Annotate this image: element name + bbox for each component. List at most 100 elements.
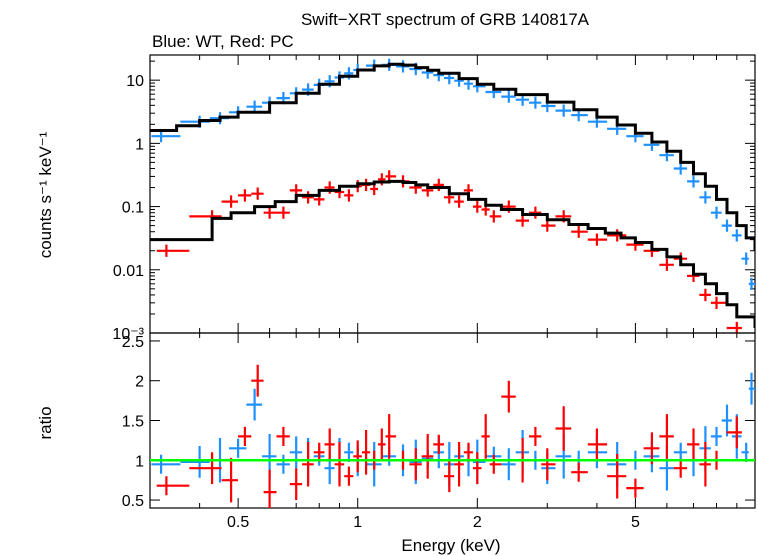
ratio-panel: 0.5 1 2 5 0.5 1 1.5 2 2.5 [122, 332, 756, 531]
ratio-data-point [221, 457, 238, 503]
spectrum-data-point [607, 229, 627, 242]
ratio-data-point [180, 446, 210, 478]
x-axis-label: Energy (keV) [401, 536, 500, 555]
spectrum-data-point [251, 187, 264, 200]
ratio-data-point [454, 442, 464, 487]
ratio-data-point [151, 454, 181, 474]
ratio-data-point [229, 438, 247, 458]
spectrum-data-point [731, 229, 742, 242]
spectrum-data-point [156, 244, 190, 257]
y-tick-label: 1 [135, 136, 144, 153]
ratio-y-tick-label: 2 [135, 374, 144, 391]
spectrum-data-point [501, 90, 516, 103]
spectrum-data-point [276, 206, 290, 219]
ratio-data-point [444, 460, 455, 493]
ratio-data-point [699, 442, 711, 487]
spectrum-data-point [302, 191, 314, 204]
ratio-data-point [156, 476, 190, 496]
ratio-data-point [748, 372, 755, 405]
bottom-panel-ylabel: ratio [36, 406, 55, 439]
chart-subtitle: Blue: WT, Red: PC [152, 32, 294, 51]
ratio-data-point [276, 426, 290, 446]
ratio-data-point [501, 448, 516, 481]
ratio-data-point [710, 426, 722, 446]
x-tick-label: 0.5 [227, 514, 249, 531]
spectrum-data-point [699, 288, 711, 302]
ratio-data-point [501, 380, 516, 413]
ratio-data-point [409, 448, 422, 481]
ratio-data-point [361, 430, 371, 475]
ratio-data-point [726, 416, 742, 449]
spectrum-data-point [246, 100, 263, 113]
x-tick-label: 5 [631, 514, 640, 531]
ratio-data-point [324, 428, 335, 461]
ratio-data-point [659, 414, 674, 459]
bottom-data [150, 364, 755, 508]
ratio-data-point [238, 426, 252, 446]
spectrum-data-point [721, 219, 732, 232]
spectrum-panel: 10⁻³ 0.01 0.1 1 10 [112, 54, 756, 343]
y-tick-label: 0.01 [113, 263, 144, 280]
ratio-data-point [302, 442, 314, 487]
ratio-data-point [246, 388, 263, 421]
spectrum-data-point [238, 189, 252, 202]
ratio-data-point [555, 406, 572, 451]
ratio-data-point [313, 442, 325, 462]
ratio-data-point [289, 468, 303, 500]
ratio-data-point [344, 442, 354, 462]
ratio-y-tick-label: 1 [135, 453, 144, 470]
ratio-data-point [643, 432, 660, 465]
ratio-data-point [529, 426, 542, 446]
ratio-data-point [472, 439, 486, 485]
ratio-y-tick-label: 2.5 [122, 334, 144, 351]
ratio-data-point [489, 454, 502, 474]
ratio-data-point [463, 442, 473, 462]
pc-model-line [150, 179, 755, 328]
spectrum-data-point [344, 189, 354, 202]
spectrum-data-point [433, 178, 444, 192]
top-data [150, 58, 755, 333]
spectrum-data-point [659, 258, 674, 271]
bottom-panel-frame [149, 332, 756, 509]
ratio-data-point [571, 462, 588, 482]
ratio-y-tick-label: 0.5 [122, 493, 144, 510]
spectrum-data-point [699, 191, 711, 204]
ratio-data-point [353, 440, 362, 473]
ratio-data-point [433, 434, 444, 454]
ratio-data-point [721, 404, 732, 437]
spectrum-data-point [472, 80, 486, 93]
spectrum-data-point [454, 195, 464, 208]
x-tick-label: 2 [473, 514, 482, 531]
spectrum-data-point [529, 96, 542, 109]
y-tick-label: 10⁻³ [112, 326, 144, 343]
chart-title: Swift−XRT spectrum of GRB 140817A [301, 10, 590, 29]
y-tick-label: 10 [126, 73, 144, 90]
x-tick-label: 1 [353, 514, 362, 531]
ratio-y-tick-label: 1.5 [122, 414, 144, 431]
y-tick-label: 0.1 [122, 200, 144, 217]
ratio-data-point [385, 414, 397, 459]
spectrum-data-point [151, 130, 181, 143]
ratio-data-point [472, 452, 482, 485]
ratio-data-point [481, 414, 490, 459]
ratio-data-point [741, 442, 749, 462]
spectrum-data-point [378, 173, 386, 186]
spectrum-data-point [489, 210, 502, 223]
ratio-data-point [189, 452, 222, 485]
ratio-series-red [156, 364, 742, 508]
spectrum-series-red [156, 170, 742, 333]
ratio-data-point [541, 448, 556, 481]
ratio-data-point [263, 469, 277, 508]
spectrum-data-point [189, 210, 222, 223]
ratio-data-point [289, 436, 303, 469]
ratio-data-point [251, 364, 264, 397]
spectrum-data-point [710, 206, 722, 219]
spectrum-data-point [541, 219, 556, 232]
spectrum-data-point [515, 214, 529, 227]
ratio-data-point [378, 428, 386, 461]
wt-model-line [150, 62, 755, 251]
spectrum-data-point [741, 252, 749, 265]
ratio-data-point [673, 458, 688, 478]
spectrum-data-point [687, 175, 700, 188]
